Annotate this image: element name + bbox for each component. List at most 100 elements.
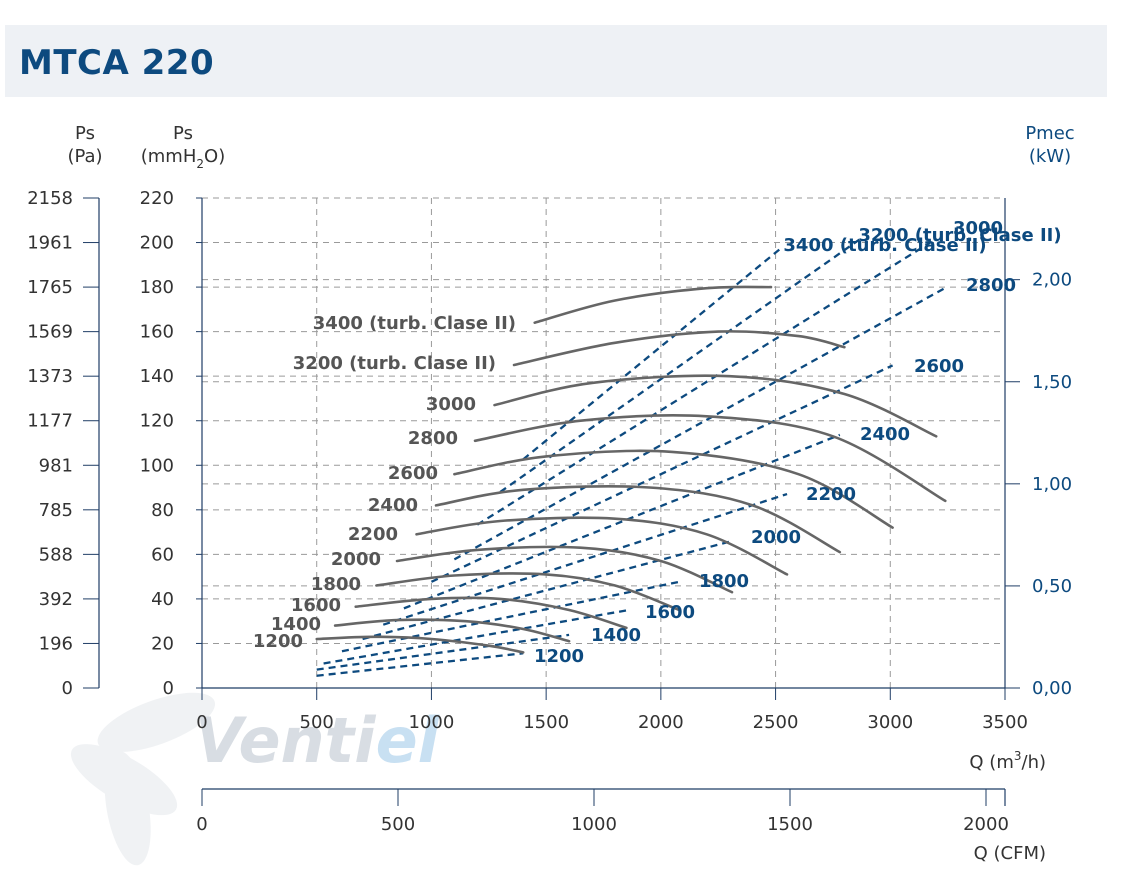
pressure-curve-label: 3200 (turb. Clase II): [293, 353, 496, 374]
y-mm-tick-label: 40: [151, 589, 174, 610]
pressure-curve-1600: [354, 596, 628, 630]
y-pa-axis-title: Ps: [75, 123, 95, 144]
y-pa-tick-label: 1961: [27, 233, 73, 254]
pressure-curve-label: 2200: [348, 524, 398, 545]
pressure-curve-label: 2800: [408, 428, 458, 449]
x-axis-title-post: /h): [1022, 752, 1047, 773]
x2-tick-label: 0: [196, 814, 207, 835]
y-mm-tick-label: 180: [140, 277, 174, 298]
y-mm-unit-pre: (mmH: [141, 146, 197, 167]
pressure-curve-3200 (turb. Clase II): [512, 330, 846, 367]
x-tick-label: 2000: [638, 712, 684, 733]
pressure-curve-label: 1600: [291, 595, 341, 616]
power-line-1600: [323, 609, 627, 665]
x2-tick-label: 1500: [767, 814, 813, 835]
x-tick-label: 0: [196, 712, 207, 733]
y-mm-tick-label: 140: [140, 366, 174, 387]
x-tick-label: 1000: [409, 712, 455, 733]
pressure-curve-label: 1400: [271, 614, 321, 635]
power-line-1800: [341, 580, 680, 653]
pressure-curve-label: 3400 (turb. Clase II): [313, 313, 516, 334]
x-tick-label: 500: [300, 712, 334, 733]
x-tick-label: 3500: [982, 712, 1028, 733]
y-kw-tick-label: 1,00: [1032, 474, 1072, 495]
axes: 0 0 20 196 40 392 60 588 80 785 100 981 120 1177 140 13…: [27, 188, 1072, 835]
x-axis-title: Q (m3/h): [969, 749, 1046, 773]
y-pa-tick-label: 196: [39, 633, 73, 654]
watermark-text-part1: Venti: [195, 704, 376, 777]
pressure-curve-1200: [315, 635, 525, 654]
pressure-curve-label: 3000: [426, 394, 476, 415]
power-curve-label: 2000: [751, 527, 801, 548]
power-line-3000: [476, 237, 937, 526]
pressure-curve-2400: [434, 484, 842, 554]
y-kw-tick-label: 0,50: [1032, 576, 1072, 597]
watermark-text: Ventiel: [195, 704, 440, 777]
pressure-curve-label: 1800: [311, 574, 361, 595]
power-curve-label: 1800: [699, 571, 749, 592]
power-line-1400: [316, 633, 570, 671]
y-pa-tick-label: 392: [39, 589, 73, 610]
x-tick-label: 1500: [523, 712, 569, 733]
power-line-1200: [316, 652, 524, 677]
page-title: MTCA 220: [19, 43, 215, 83]
y-mm-tick-label: 160: [140, 322, 174, 343]
y-mm-tick-label: 220: [140, 188, 174, 209]
power-curve-label: 2400: [860, 424, 910, 445]
power-curve-label: 2200: [806, 484, 856, 505]
y-pa-tick-label: 981: [39, 455, 73, 476]
y-pa-tick-label: 1177: [27, 411, 73, 432]
power-curve-label: 2600: [914, 356, 964, 377]
y-pa-tick-label: 2158: [27, 188, 73, 209]
y-mm-tick-label: 200: [140, 233, 174, 254]
title-bar: MTCA 220: [5, 25, 1107, 97]
x2-tick-label: 500: [381, 814, 415, 835]
fan-blade-icon: [70, 692, 216, 866]
y-mm-tick-label: 60: [151, 544, 174, 565]
y-mm-tick-label: 0: [163, 678, 174, 699]
y-pa-axis-unit: (Pa): [67, 146, 102, 167]
watermark-logo: Ventiel: [70, 692, 440, 866]
y-mm-unit-post: O): [204, 146, 225, 167]
power-curve-label: 1600: [645, 602, 695, 623]
pressure-curve-2800: [473, 414, 947, 503]
pressure-curve-2000: [395, 545, 734, 594]
power-line-2000: [362, 539, 733, 641]
y-mm-unit-sub: 2: [196, 157, 204, 171]
power-curve-label: 3200 (turb. Clase II): [858, 225, 1061, 246]
power-line-3400 (turb. Clase II): [522, 246, 784, 461]
power-curve-label: 1400: [591, 625, 641, 646]
pressure-curve-label: 2000: [331, 549, 381, 570]
power-curve-label: 2800: [966, 275, 1016, 296]
pressure-curve-3000: [493, 374, 938, 438]
y-pa-tick-label: 0: [62, 678, 73, 699]
y-pa-tick-label: 785: [39, 500, 73, 521]
y-mm-tick-label: 80: [151, 500, 174, 521]
y-mm-tick-label: 100: [140, 455, 174, 476]
power-curve-label: 1200: [534, 646, 584, 667]
power-line-2200: [382, 492, 788, 626]
y-mm-tick-label: 120: [140, 411, 174, 432]
pressure-curve-2200: [415, 516, 789, 576]
x2-axis-title: Q (CFM): [974, 843, 1046, 864]
pressure-curve-1400: [333, 618, 571, 643]
y-mm-axis-unit: (mmH2O): [141, 146, 225, 171]
x-axis-title-sup: 3: [1014, 749, 1022, 763]
power-curves: [316, 237, 946, 677]
y-pa-tick-label: 1373: [27, 366, 73, 387]
x-axis-title-pre: Q (m: [969, 752, 1013, 773]
y-pa-tick-label: 1569: [27, 322, 73, 343]
pressure-curve-label: 2600: [388, 463, 438, 484]
power-line-2400: [403, 433, 841, 610]
curve-labels: 1200140016001800200022002400260028003000…: [253, 218, 1062, 667]
y-kw-tick-label: 2,00: [1032, 270, 1072, 291]
y-mm-axis-title: Ps: [173, 123, 193, 144]
y-kw-axis-title: Pmec: [1025, 123, 1074, 144]
power-line-3200 (turb. Clase II): [499, 237, 862, 493]
x2-tick-label: 1000: [571, 814, 617, 835]
y-pa-tick-label: 588: [39, 544, 73, 565]
y-kw-tick-label: 1,50: [1032, 372, 1072, 393]
y-kw-axis-unit: (kW): [1029, 146, 1071, 167]
power-line-2800: [453, 286, 946, 561]
